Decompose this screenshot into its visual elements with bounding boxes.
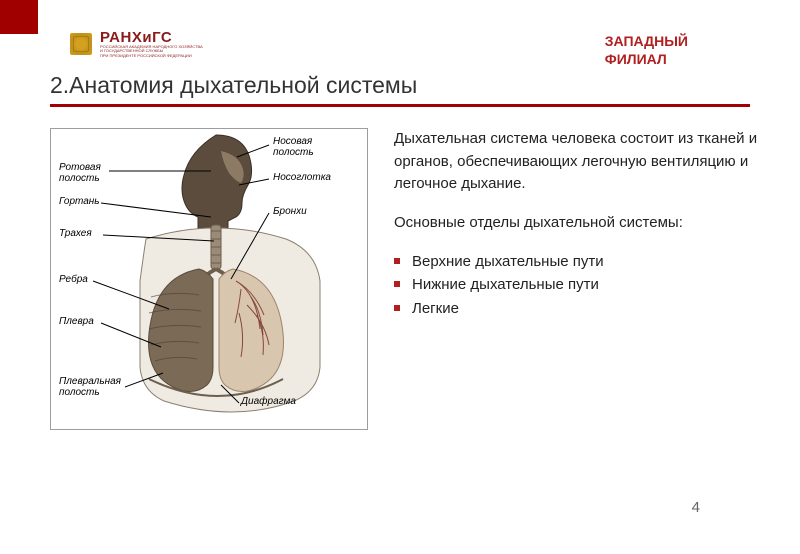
- label-nasopharynx: Носоглотка: [273, 173, 331, 184]
- anatomy-diagram: Носоваяполость Ротоваяполость Носоглотка…: [50, 128, 368, 430]
- branch-line-2: ФИЛИАЛ: [605, 50, 688, 68]
- label-larynx: Гортань: [59, 197, 100, 208]
- logo-text: РАНХиГС РОССИЙСКАЯ АКАДЕМИЯ НАРОДНОГО ХО…: [100, 30, 203, 58]
- label-trachea: Трахея: [59, 229, 92, 240]
- logo-main: РАНХиГС: [100, 30, 203, 45]
- paragraph-2: Основные отделы дыхательной системы:: [394, 212, 760, 235]
- label-oral-cavity: Ротоваяполость: [59, 163, 101, 184]
- title-underline: [50, 104, 750, 107]
- label-diaphragm: Диафрагма: [241, 397, 296, 408]
- list-item: Нижние дыхательные пути: [394, 273, 760, 296]
- label-bronchi: Бронхи: [273, 207, 307, 218]
- logo-sub-3: ПРИ ПРЕЗИДЕНТЕ РОССИЙСКОЙ ФЕДЕРАЦИИ: [100, 54, 203, 58]
- label-nasal-cavity: Носоваяполость: [273, 137, 314, 158]
- label-pleura: Плевра: [59, 317, 94, 328]
- label-ribs: Ребра: [59, 275, 88, 286]
- header-logo: РАНХиГС РОССИЙСКАЯ АКАДЕМИЯ НАРОДНОГО ХО…: [70, 30, 203, 58]
- list-item: Верхние дыхательные пути: [394, 250, 760, 273]
- content-row: Носоваяполость Ротоваяполость Носоглотка…: [50, 128, 760, 430]
- bullet-list: Верхние дыхательные пути Нижние дыхатель…: [394, 250, 760, 320]
- text-block: Дыхательная система человека состоит из …: [394, 128, 760, 430]
- list-item: Легкие: [394, 297, 760, 320]
- branch-line-1: ЗАПАДНЫЙ: [605, 32, 688, 50]
- page-number: 4: [692, 499, 700, 516]
- page-title: 2.Анатомия дыхательной системы: [50, 72, 417, 99]
- emblem-icon: [70, 33, 92, 55]
- label-pleural-cavity: Плевральнаяполость: [59, 377, 121, 398]
- accent-corner: [0, 0, 38, 34]
- branch-name: ЗАПАДНЫЙ ФИЛИАЛ: [605, 32, 688, 68]
- paragraph-1: Дыхательная система человека состоит из …: [394, 128, 760, 196]
